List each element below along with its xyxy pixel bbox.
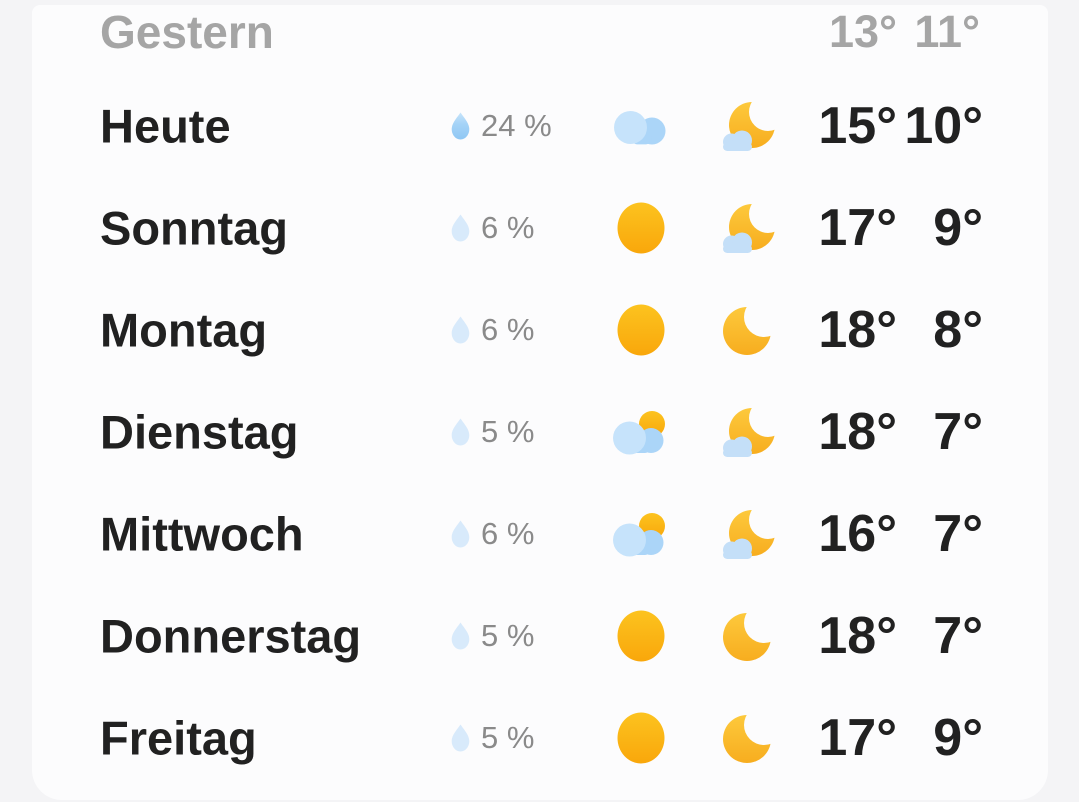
moon-icon xyxy=(716,610,782,662)
precipitation: 24 % xyxy=(448,108,552,144)
raindrop-icon xyxy=(448,417,473,447)
raindrop-icon xyxy=(448,315,473,345)
precipitation-probability: 24 % xyxy=(481,108,552,143)
day-label: Sonntag xyxy=(100,201,288,255)
low-temperature: 10° xyxy=(904,97,983,155)
raindrop-icon xyxy=(448,621,473,651)
precipitation: 6 % xyxy=(448,516,534,552)
raindrop-icon xyxy=(448,723,473,753)
high-temperature: 18° xyxy=(818,301,897,359)
precipitation: 5 % xyxy=(448,414,534,450)
forecast-row-today[interactable]: Heute 24 % 15° 10° xyxy=(32,75,1048,177)
day-label: Heute xyxy=(100,99,231,153)
forecast-row-wednesday[interactable]: Mittwoch 6 % 16° 7° xyxy=(32,483,1048,585)
raindrop-icon xyxy=(448,111,473,141)
daily-forecast-card: Gestern 13° 11° Heute 24 % 15° 10° Sonnt… xyxy=(32,5,1048,800)
high-temperature: 18° xyxy=(818,607,897,665)
precipitation: 6 % xyxy=(448,312,534,348)
high-temperature: 18° xyxy=(818,403,897,461)
high-temperature: 13° xyxy=(828,6,897,57)
cloudy-icon xyxy=(610,107,672,145)
moon-with-cloud-icon xyxy=(716,406,782,458)
low-temperature: 7° xyxy=(933,505,983,563)
moon-icon xyxy=(716,712,782,764)
raindrop-icon xyxy=(448,213,473,243)
sunny-icon xyxy=(610,610,672,662)
forecast-row-friday[interactable]: Freitag 5 % 17° 9° xyxy=(32,687,1048,789)
day-label: Dienstag xyxy=(100,405,299,459)
precipitation: 5 % xyxy=(448,720,534,756)
precipitation-probability: 6 % xyxy=(481,312,535,347)
low-temperature: 9° xyxy=(933,199,983,257)
day-label: Donnerstag xyxy=(100,609,362,663)
moon-icon xyxy=(716,304,782,356)
moon-with-cloud-icon xyxy=(716,100,782,152)
moon-with-cloud-icon xyxy=(716,508,782,560)
low-temperature: 9° xyxy=(933,709,983,767)
high-temperature: 17° xyxy=(818,709,897,767)
high-temperature: 16° xyxy=(818,505,897,563)
low-temperature: 11° xyxy=(914,6,980,57)
day-label: Freitag xyxy=(100,711,257,765)
precipitation-probability: 5 % xyxy=(481,720,535,755)
low-temperature: 7° xyxy=(933,607,983,665)
low-temperature: 7° xyxy=(933,403,983,461)
partly-cloudy-icon xyxy=(610,409,672,455)
day-label: Montag xyxy=(100,303,268,357)
precipitation-probability: 5 % xyxy=(481,414,535,449)
forecast-row-monday[interactable]: Montag 6 % 18° 8° xyxy=(32,279,1048,381)
sunny-icon xyxy=(610,304,672,356)
forecast-row-yesterday: Gestern 13° 11° xyxy=(32,5,1048,75)
high-temperature: 17° xyxy=(818,199,897,257)
low-temperature: 8° xyxy=(933,301,983,359)
forecast-row-thursday[interactable]: Donnerstag 5 % 18° 7° xyxy=(32,585,1048,687)
forecast-row-sunday[interactable]: Sonntag 6 % 17° 9° xyxy=(32,177,1048,279)
sunny-icon xyxy=(610,712,672,764)
partly-cloudy-icon xyxy=(610,511,672,557)
precipitation-probability: 6 % xyxy=(481,516,535,551)
moon-with-cloud-icon xyxy=(716,202,782,254)
precipitation: 5 % xyxy=(448,618,534,654)
raindrop-icon xyxy=(448,519,473,549)
sunny-icon xyxy=(610,202,672,254)
forecast-row-tuesday[interactable]: Dienstag 5 % 18° 7° xyxy=(32,381,1048,483)
precipitation-probability: 6 % xyxy=(481,210,535,245)
day-label: Mittwoch xyxy=(100,507,304,561)
precipitation: 6 % xyxy=(448,210,534,246)
high-temperature: 15° xyxy=(818,97,897,155)
day-label: Gestern xyxy=(100,6,274,58)
precipitation-probability: 5 % xyxy=(481,618,535,653)
